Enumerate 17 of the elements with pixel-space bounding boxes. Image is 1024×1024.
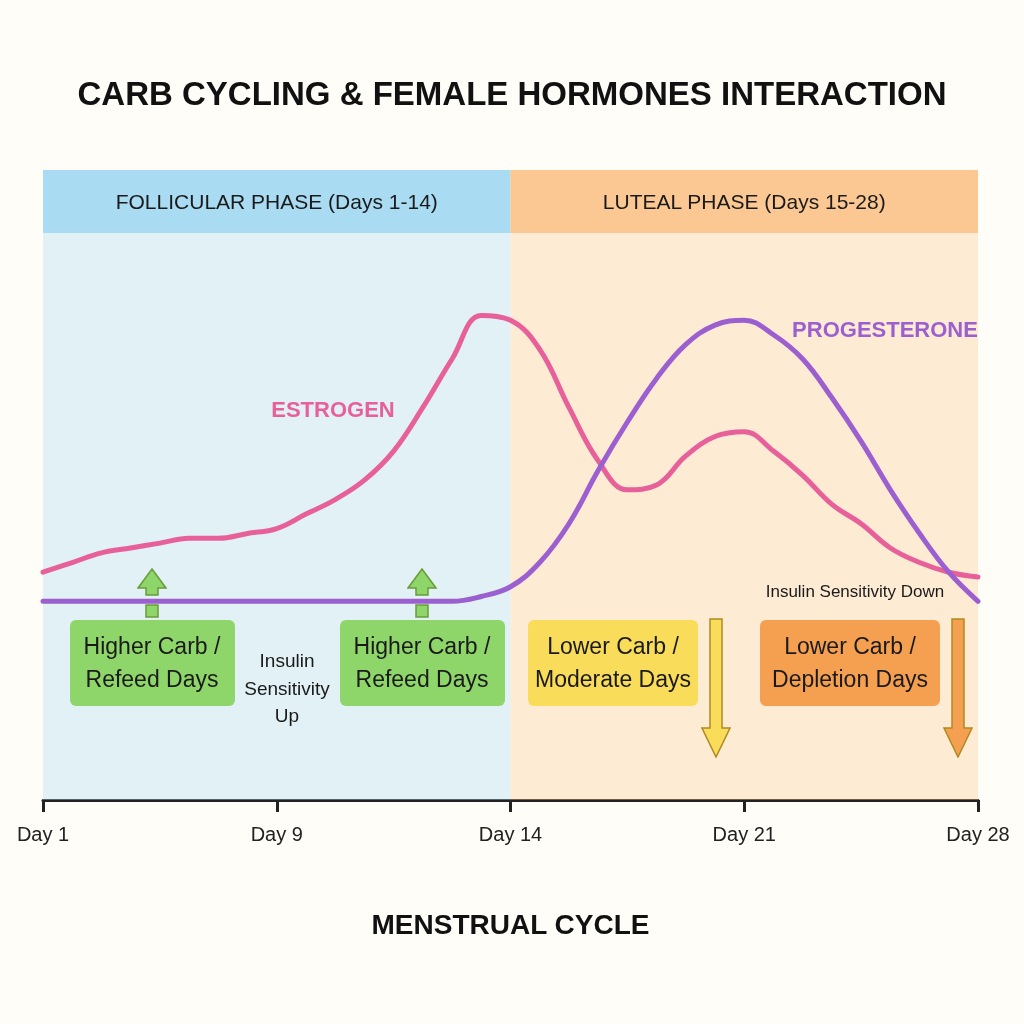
x-tick-label: Day 21 (712, 823, 776, 845)
annotation: Higher Carb / Refeed Days (69, 620, 235, 706)
annotation: Lower Carb / Depletion Days (760, 620, 940, 706)
annotation: Insulin Sensitivity Up (243, 648, 331, 728)
x-tick-label: Day 28 (946, 823, 1010, 845)
x-tick-label: Day 1 (16, 823, 70, 845)
chart-title: CARB CYCLING & FEMALE HORMONES INTERACTION (77, 75, 947, 112)
band-label: LUTEAL PHASE (Days 15-28) (602, 190, 886, 213)
series-label: ESTROGEN (271, 397, 395, 423)
annotation: Higher Carb / Refeed Days (339, 620, 505, 706)
annotation: Lower Carb / Moderate Days (528, 620, 698, 706)
x-tick-label: Day 9 (250, 823, 303, 845)
x-axis-title: MENSTRUAL CYCLE (371, 908, 650, 940)
annotation: Insulin Sensitivity Down (764, 580, 946, 603)
x-tick-label: Day 14 (478, 823, 543, 845)
band-label: FOLLICULAR PHASE (Days 1-14) (115, 190, 438, 213)
series-label: PROGESTERONE (792, 317, 978, 343)
